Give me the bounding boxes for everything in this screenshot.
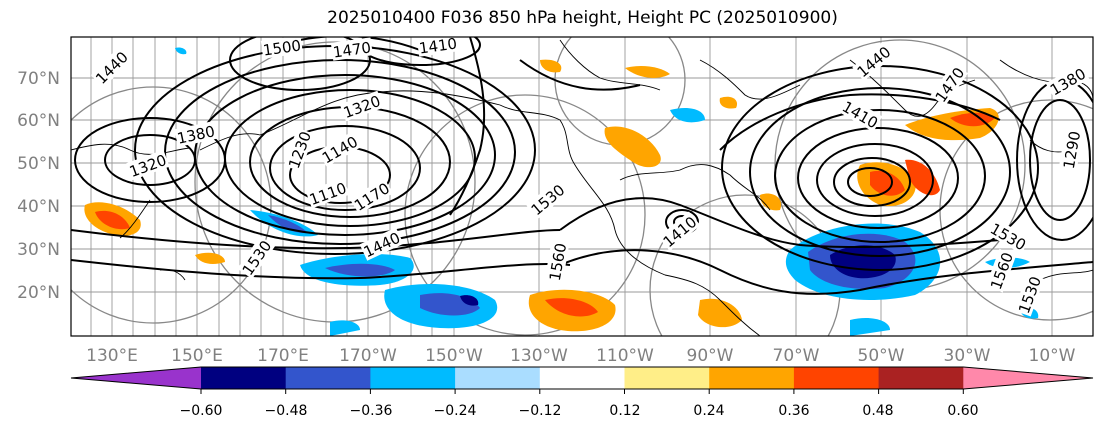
colorbar-bin	[370, 367, 456, 389]
lon-axis: 130°E 150°E 170°E 170°W 150°W 130°W 110°…	[86, 346, 1076, 366]
contour-label-background	[305, 177, 350, 209]
colorbar-bin	[285, 367, 371, 389]
lon-tick-label: 10°W	[1029, 346, 1076, 366]
contour-label-background	[237, 235, 276, 279]
lat-tick-label: 40°N	[17, 197, 60, 217]
lon-tick-label: 70°W	[773, 346, 820, 366]
lon-tick-label: 130°W	[510, 346, 568, 366]
height-contours	[71, 37, 1093, 295]
map-area	[71, 37, 1093, 336]
lon-tick-label: 130°E	[86, 346, 138, 366]
lon-tick-label: 150°W	[425, 346, 483, 366]
colorbar-bin	[624, 367, 710, 389]
lat-tick-label: 60°N	[17, 111, 60, 131]
contour-label-background	[90, 46, 132, 88]
coastlines	[71, 39, 1093, 336]
lon-tick-label: 170°W	[339, 346, 397, 366]
colorbar-tick-label: 0.60	[947, 403, 978, 419]
lon-tick-label: 150°E	[171, 346, 223, 366]
contour-label-background	[359, 227, 404, 261]
colorbar-bin	[709, 367, 795, 389]
colorbar-ticks: −0.60 −0.48 −0.36 −0.24 −0.12 0.12 0.24 …	[180, 403, 979, 419]
lat-tick-label: 50°N	[17, 154, 60, 174]
contour-label-background	[930, 62, 969, 106]
contour-label-background	[330, 37, 373, 61]
colorbar-bin	[878, 367, 964, 389]
lon-tick-label: 50°W	[858, 346, 905, 366]
lon-tick-label: 110°W	[596, 346, 654, 366]
contour-label-background	[125, 149, 170, 181]
colorbar-tick-label: 0.24	[693, 403, 724, 419]
lon-tick-label: 30°W	[944, 346, 991, 366]
contour-label: 1470	[332, 38, 372, 61]
lat-tick-label: 20°N	[17, 283, 60, 303]
contour-label: 1410	[418, 34, 458, 57]
colorbar-extension-low	[71, 367, 201, 389]
contour-label-background	[1058, 128, 1084, 172]
lat-tick-label: 30°N	[17, 240, 60, 260]
colorbar-tick-label: −0.60	[180, 403, 223, 419]
colorbar-tick-label: 0.48	[862, 403, 893, 419]
contour-label-background	[416, 33, 459, 57]
lat-tick-label: 70°N	[17, 69, 60, 89]
colorbar-tick-label: −0.36	[350, 403, 393, 419]
colorbar-extension-high	[963, 367, 1093, 389]
colorbar-tick-label: −0.48	[265, 403, 308, 419]
contour-label-background	[544, 240, 570, 284]
contour-label-background	[339, 90, 384, 122]
colorbar	[70, 366, 1094, 394]
colorbar-tick-label: 0.12	[609, 403, 640, 419]
colorbar-tick-label: −0.12	[519, 403, 562, 419]
lon-tick-label: 170°E	[257, 346, 309, 366]
colorbar-bin	[793, 367, 880, 389]
contour-label-background	[658, 211, 701, 251]
contour-label-background	[838, 96, 883, 132]
anomaly-shading-negative	[175, 47, 1039, 336]
contour-label-background	[986, 218, 1031, 254]
contour-label-background	[1013, 272, 1045, 317]
contour-label-background	[526, 179, 569, 219]
contour-label-background	[283, 127, 315, 172]
contour-label-background	[985, 248, 1017, 293]
colorbar-tick-label: 0.36	[778, 403, 809, 419]
lat-axis: 70°N 60°N 50°N 40°N 30°N 20°N	[17, 69, 60, 303]
colorbar-bin	[455, 367, 541, 389]
colorbar-bin	[201, 367, 287, 389]
contour-label-background	[317, 131, 362, 167]
map-title: 2025010400 F036 850 hPa height, Height P…	[327, 8, 838, 28]
colorbar-tick-label: −0.24	[434, 403, 477, 419]
anomaly-shading-positive	[84, 59, 999, 332]
map-frame	[70, 36, 1094, 337]
colorbar-bin	[539, 367, 625, 389]
contour-label: 1500	[262, 36, 302, 59]
contour-label-background	[852, 41, 895, 81]
contour-label-background	[260, 35, 303, 59]
lon-tick-label: 90°W	[687, 346, 734, 366]
contour-label-background	[1045, 63, 1090, 99]
contour-label-background	[174, 121, 218, 147]
contour-label-background	[349, 177, 394, 215]
